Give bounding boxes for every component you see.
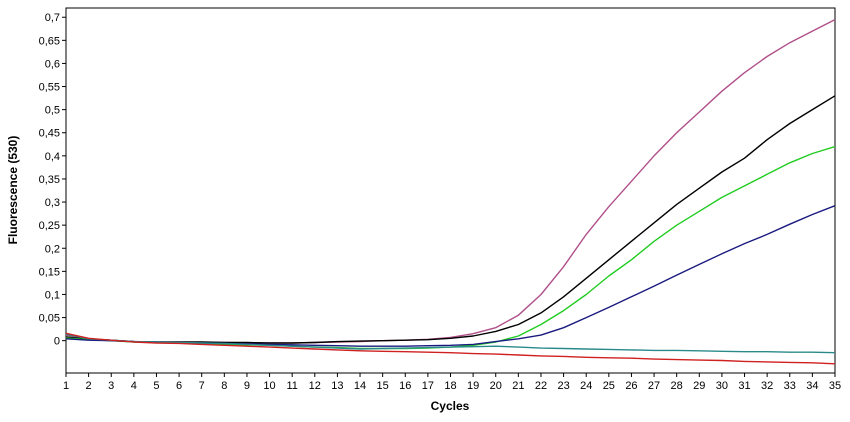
y-tick-label: 0,55: [39, 82, 60, 94]
x-tick-label: 31: [738, 380, 750, 392]
x-tick-label: 32: [761, 380, 773, 392]
x-tick-label: 34: [806, 380, 818, 392]
y-tick-label: 0,1: [45, 289, 60, 301]
y-tick-label: 0,4: [45, 151, 60, 163]
x-tick-label: 1: [63, 380, 69, 392]
x-tick-label: 23: [557, 380, 569, 392]
x-tick-label: 2: [86, 380, 92, 392]
x-tick-label: 8: [221, 380, 227, 392]
x-tick-label: 4: [131, 380, 137, 392]
y-tick-label: 0,6: [45, 58, 60, 70]
y-tick-label: 0: [54, 336, 60, 348]
y-axis-title: Fluorescence (530): [6, 136, 20, 245]
y-tick-label: 0,7: [45, 12, 60, 24]
x-tick-label: 24: [580, 380, 592, 392]
x-tick-label: 12: [309, 380, 321, 392]
x-tick-label: 7: [199, 380, 205, 392]
x-tick-label: 10: [263, 380, 275, 392]
x-tick-label: 18: [444, 380, 456, 392]
x-tick-label: 9: [244, 380, 250, 392]
x-tick-label: 15: [377, 380, 389, 392]
y-tick-label: 0,05: [39, 313, 60, 325]
x-tick-label: 33: [784, 380, 796, 392]
x-tick-label: 6: [176, 380, 182, 392]
x-tick-label: 17: [422, 380, 434, 392]
y-tick-label: 0,45: [39, 128, 60, 140]
y-tick-label: 0,15: [39, 266, 60, 278]
y-tick-label: 0,3: [45, 197, 60, 209]
x-tick-label: 28: [671, 380, 683, 392]
x-tick-label: 13: [331, 380, 343, 392]
series-line-6: [65, 332, 836, 365]
x-tick-label: 29: [693, 380, 705, 392]
x-tick-label: 27: [648, 380, 660, 392]
x-tick-label: 22: [535, 380, 547, 392]
y-tick-label: 0,65: [39, 35, 60, 47]
x-tick-label: 26: [625, 380, 637, 392]
x-axis: 1 2 3 4 5 6 7 8 9 10 11 12 13 14 15 16 17 18 19 20 21 22 23 24 2…: [63, 373, 841, 392]
y-tick-label: 0,35: [39, 174, 60, 186]
x-tick-label: 14: [354, 380, 366, 392]
x-tick-label: 11: [286, 380, 297, 392]
x-tick-label: 35: [829, 380, 841, 392]
x-axis-title: Cycles: [431, 399, 470, 413]
x-tick-label: 3: [108, 380, 114, 392]
x-tick-label: 5: [153, 380, 159, 392]
x-tick-label: 21: [512, 380, 524, 392]
y-tick-label: 0,25: [39, 220, 60, 232]
series-line-5: [65, 333, 836, 354]
x-tick-label: 30: [716, 380, 728, 392]
x-tick-label: 20: [490, 380, 502, 392]
x-tick-label: 19: [467, 380, 479, 392]
y-axis: 0 0,05 0,1 0,15 0,2 0,25 0,3 0,35 0,4 0,45 0,5 0,55…: [39, 12, 66, 348]
series-line-2: [65, 95, 836, 344]
x-tick-label: 25: [603, 380, 615, 392]
y-tick-label: 0,5: [45, 105, 60, 117]
y-tick-label: 0,2: [45, 243, 60, 255]
series-lines: [65, 18, 836, 365]
x-tick-label: 16: [399, 380, 411, 392]
plot-area: [65, 7, 836, 374]
